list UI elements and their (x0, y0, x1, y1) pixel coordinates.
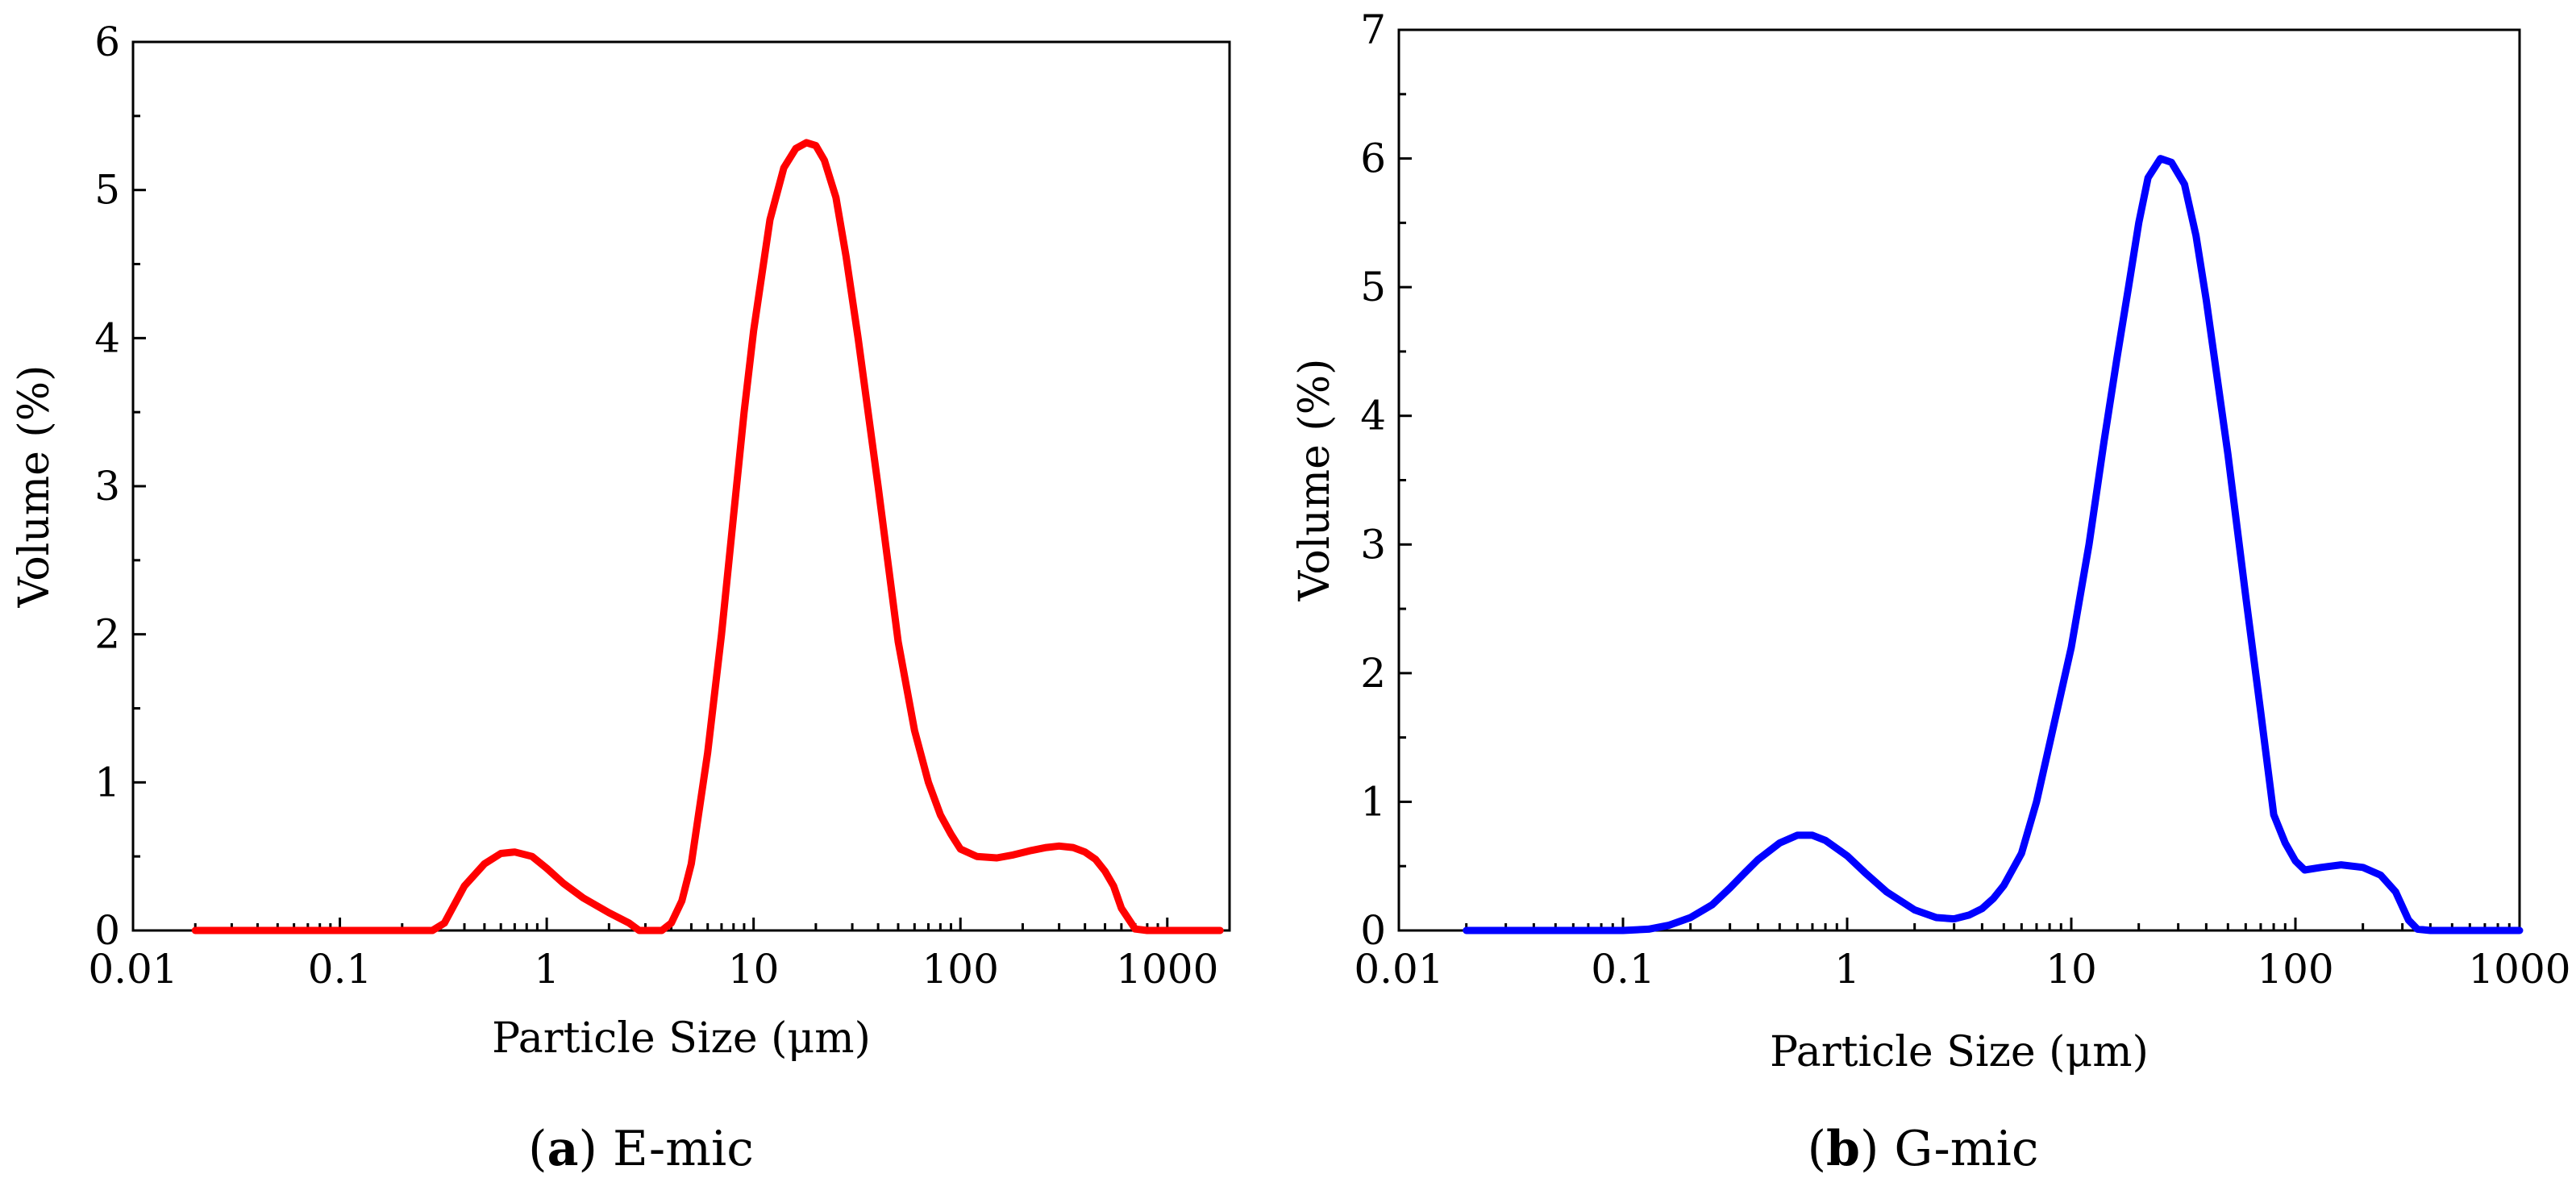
panel-name-a: E-mic (613, 1121, 754, 1177)
y-tick-label: 0 (1360, 907, 1386, 954)
panel-caption-b: (b) G-mic (1808, 1121, 2039, 1177)
x-tick-label: 0.1 (308, 946, 372, 993)
y-tick-label: 3 (1360, 521, 1386, 568)
x-tick-label: 0.1 (1591, 946, 1655, 993)
x-tick-label: 1 (1834, 946, 1860, 993)
plot-frame-a (131, 40, 1231, 932)
y-tick-label: 2 (1360, 650, 1386, 697)
y-ticks-b: 0 1 2 3 4 5 6 7 (1360, 6, 1412, 954)
x-tick-label: 1000 (1116, 946, 1218, 993)
panel-name-b: G-mic (1894, 1121, 2038, 1177)
x-tick-label: 100 (2257, 946, 2333, 993)
x-tick-label: 100 (922, 946, 998, 993)
y-tick-label: 5 (1360, 264, 1386, 310)
plot-frame-b (1397, 28, 2521, 932)
y-tick-label: 3 (94, 463, 120, 510)
y-tick-label: 6 (1360, 135, 1386, 182)
y-axis-title-b: Volume (%) (1291, 359, 1339, 602)
x-tick-label: 0.01 (1354, 946, 1443, 993)
series-line-g-mic (1463, 155, 2524, 935)
x-ticks-a: 0.01 0.1 1 10 100 1000 (88, 918, 1218, 993)
y-tick-label: 6 (94, 19, 120, 65)
x-tick-label: 1 (534, 946, 560, 993)
y-tick-label: 7 (1360, 6, 1386, 53)
chart-panel-a: 0 1 2 3 4 5 6 0.01 0.1 1 10 100 1000 Particle Size … (10, 19, 1231, 1177)
y-tick-label: 4 (1360, 393, 1386, 439)
x-ticks-b: 0.01 0.1 1 10 100 1000 (1354, 918, 2571, 993)
x-axis-title-b: Particle Size (μm) (1770, 1028, 2149, 1076)
x-tick-label: 1000 (2468, 946, 2570, 993)
y-tick-label: 5 (94, 167, 120, 214)
y-tick-label: 4 (94, 314, 120, 361)
y-tick-label: 1 (1360, 778, 1386, 825)
y-ticks-a: 0 1 2 3 4 5 6 (94, 19, 146, 954)
panel-caption-a: (a) E-mic (528, 1121, 754, 1177)
x-tick-label: 10 (2045, 946, 2097, 993)
x-tick-label: 0.01 (88, 946, 177, 993)
panel-letter-a: a (547, 1121, 579, 1177)
panel-letter-b: b (1826, 1121, 1860, 1177)
chart-panel-b: 0 1 2 3 4 5 6 7 0.01 0.1 1 10 100 1000 Particle Size… (1291, 6, 2571, 1177)
y-tick-label: 0 (94, 907, 120, 954)
series-line-e-mic (191, 139, 1224, 935)
y-axis-title-a: Volume (%) (10, 365, 59, 609)
x-axis-title-a: Particle Size (μm) (492, 1014, 871, 1063)
y-tick-label: 1 (94, 759, 120, 805)
x-tick-label: 10 (728, 946, 780, 993)
y-tick-label: 2 (94, 611, 120, 658)
